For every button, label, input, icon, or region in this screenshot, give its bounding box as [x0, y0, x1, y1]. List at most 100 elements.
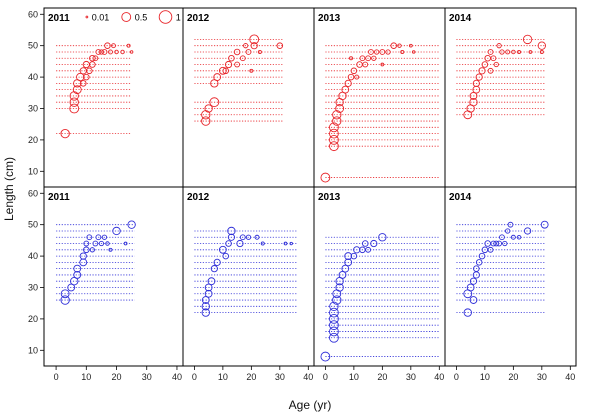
- data-point: [411, 50, 416, 54]
- data-point: [239, 55, 246, 62]
- data-point: [365, 55, 371, 62]
- data-point: [478, 252, 486, 260]
- y-tick-label: 50: [28, 41, 38, 51]
- panel-bottom-2012: 2012: [187, 192, 297, 317]
- data-point: [329, 122, 339, 133]
- data-point: [69, 97, 79, 107]
- data-point: [204, 289, 213, 298]
- x-tick-label: 10: [81, 372, 91, 382]
- data-point: [83, 73, 90, 81]
- data-point: [289, 241, 293, 246]
- panel-top-2014: 2014: [449, 13, 547, 120]
- data-point: [218, 66, 227, 75]
- data-point: [490, 240, 497, 247]
- data-point: [463, 308, 472, 317]
- data-point: [397, 43, 402, 48]
- data-point: [80, 80, 87, 87]
- data-point: [335, 104, 345, 113]
- panel-bottom-2013: 2013: [318, 192, 440, 362]
- panel-year-label: 2011: [48, 13, 70, 24]
- data-point: [408, 43, 413, 48]
- data-point: [83, 240, 90, 247]
- data-point: [236, 239, 244, 248]
- data-point: [60, 128, 70, 139]
- data-point: [83, 246, 90, 254]
- data-point: [505, 49, 511, 55]
- data-point: [329, 332, 339, 343]
- data-point: [222, 252, 229, 260]
- data-point: [98, 240, 105, 247]
- data-point: [101, 49, 108, 55]
- panel-year-label: 2014: [449, 13, 472, 24]
- data-point: [98, 49, 105, 55]
- data-point: [335, 283, 344, 292]
- data-point: [92, 55, 99, 62]
- data-point: [207, 277, 216, 286]
- data-point: [329, 313, 339, 324]
- data-point: [540, 220, 549, 229]
- data-point: [493, 61, 499, 68]
- x-tick-label: 40: [303, 372, 313, 382]
- data-point: [233, 48, 241, 56]
- data-point: [539, 49, 544, 54]
- data-point: [478, 67, 486, 75]
- data-point: [523, 227, 532, 235]
- panel-year-label: 2011: [48, 192, 70, 203]
- panel-year-label: 2012: [187, 192, 210, 203]
- data-point: [227, 233, 236, 241]
- x-tick-label: 30: [275, 372, 285, 382]
- data-point: [114, 49, 119, 55]
- data-point: [127, 220, 136, 229]
- data-point: [254, 234, 260, 240]
- data-point: [344, 258, 353, 267]
- x-tick-label: 10: [218, 372, 228, 382]
- data-point: [69, 103, 80, 114]
- y-tick-label: 40: [28, 72, 38, 82]
- x-tick-label: 30: [406, 372, 416, 382]
- data-point: [344, 252, 353, 260]
- data-point: [522, 34, 533, 45]
- data-point: [112, 226, 121, 236]
- legend-symbol: [85, 15, 89, 19]
- data-point: [490, 55, 497, 62]
- data-point: [201, 296, 210, 304]
- data-point: [276, 42, 284, 49]
- panel-year-label: 2012: [187, 13, 210, 24]
- x-tick-label: 40: [172, 372, 182, 382]
- data-point: [227, 226, 236, 236]
- x-axis-title: Age (yr): [289, 398, 332, 412]
- panel-year-label: 2013: [318, 192, 341, 203]
- data-point: [73, 264, 82, 273]
- data-point: [511, 49, 516, 55]
- data-point: [475, 73, 483, 81]
- data-point: [234, 61, 240, 68]
- panel-bottom-2011: 2011: [48, 192, 136, 305]
- data-point: [249, 34, 260, 45]
- data-point: [469, 277, 478, 285]
- data-point: [329, 134, 339, 145]
- data-point: [469, 296, 478, 304]
- data-point: [228, 54, 235, 62]
- data-point: [493, 240, 500, 247]
- data-point: [481, 61, 489, 68]
- data-point: [222, 67, 229, 75]
- data-point: [507, 221, 514, 228]
- data-point: [204, 283, 213, 292]
- data-point: [362, 61, 369, 68]
- data-point: [496, 240, 502, 247]
- data-point: [344, 79, 352, 87]
- data-point: [499, 49, 505, 55]
- data-point: [400, 49, 405, 54]
- data-point: [213, 73, 222, 81]
- data-point: [86, 234, 93, 241]
- data-point: [466, 283, 475, 292]
- data-point: [341, 264, 350, 273]
- data-point: [108, 247, 113, 252]
- panel-top-2013: 2013: [318, 13, 440, 183]
- data-point: [209, 97, 220, 108]
- data-point: [225, 240, 232, 247]
- panel-year-label: 2013: [318, 13, 341, 24]
- data-point: [105, 241, 110, 246]
- data-point: [320, 351, 331, 362]
